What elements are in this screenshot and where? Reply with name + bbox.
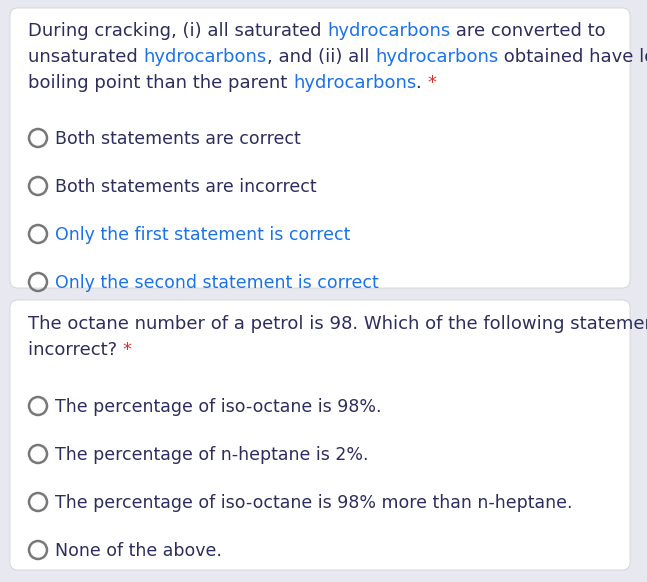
Text: hydrocarbons: hydrocarbons — [144, 48, 267, 66]
FancyBboxPatch shape — [10, 8, 630, 288]
Text: Both statements are correct: Both statements are correct — [55, 130, 301, 148]
FancyBboxPatch shape — [10, 300, 630, 570]
Text: unsaturated: unsaturated — [28, 48, 144, 66]
Text: The percentage of n-heptane is 2%.: The percentage of n-heptane is 2%. — [55, 446, 369, 464]
Text: The octane number of a petrol is 98. Which of the following statements is: The octane number of a petrol is 98. Whi… — [28, 315, 647, 333]
Text: The percentage of iso-octane is 98%.: The percentage of iso-octane is 98%. — [55, 398, 382, 416]
Text: Only the first statement is correct: Only the first statement is correct — [55, 226, 351, 244]
Text: hydrocarbons: hydrocarbons — [293, 74, 416, 92]
Text: boiling point than the parent: boiling point than the parent — [28, 74, 293, 92]
Text: , and (ii) all: , and (ii) all — [267, 48, 375, 66]
Text: Both statements are incorrect: Both statements are incorrect — [55, 178, 316, 196]
Text: *: * — [123, 341, 132, 359]
Text: incorrect?: incorrect? — [28, 341, 123, 359]
Text: The percentage of iso-octane is 98% more than n-heptane.: The percentage of iso-octane is 98% more… — [55, 494, 573, 512]
Text: obtained have lower: obtained have lower — [498, 48, 647, 66]
Text: None of the above.: None of the above. — [55, 542, 222, 560]
Text: *: * — [428, 74, 437, 92]
Text: hydrocarbons: hydrocarbons — [375, 48, 498, 66]
Text: are converted to: are converted to — [450, 22, 606, 40]
Text: Only the second statement is correct: Only the second statement is correct — [55, 274, 378, 292]
Text: hydrocarbons: hydrocarbons — [327, 22, 450, 40]
Text: During cracking, (i) all saturated: During cracking, (i) all saturated — [28, 22, 327, 40]
Text: .: . — [416, 74, 428, 92]
